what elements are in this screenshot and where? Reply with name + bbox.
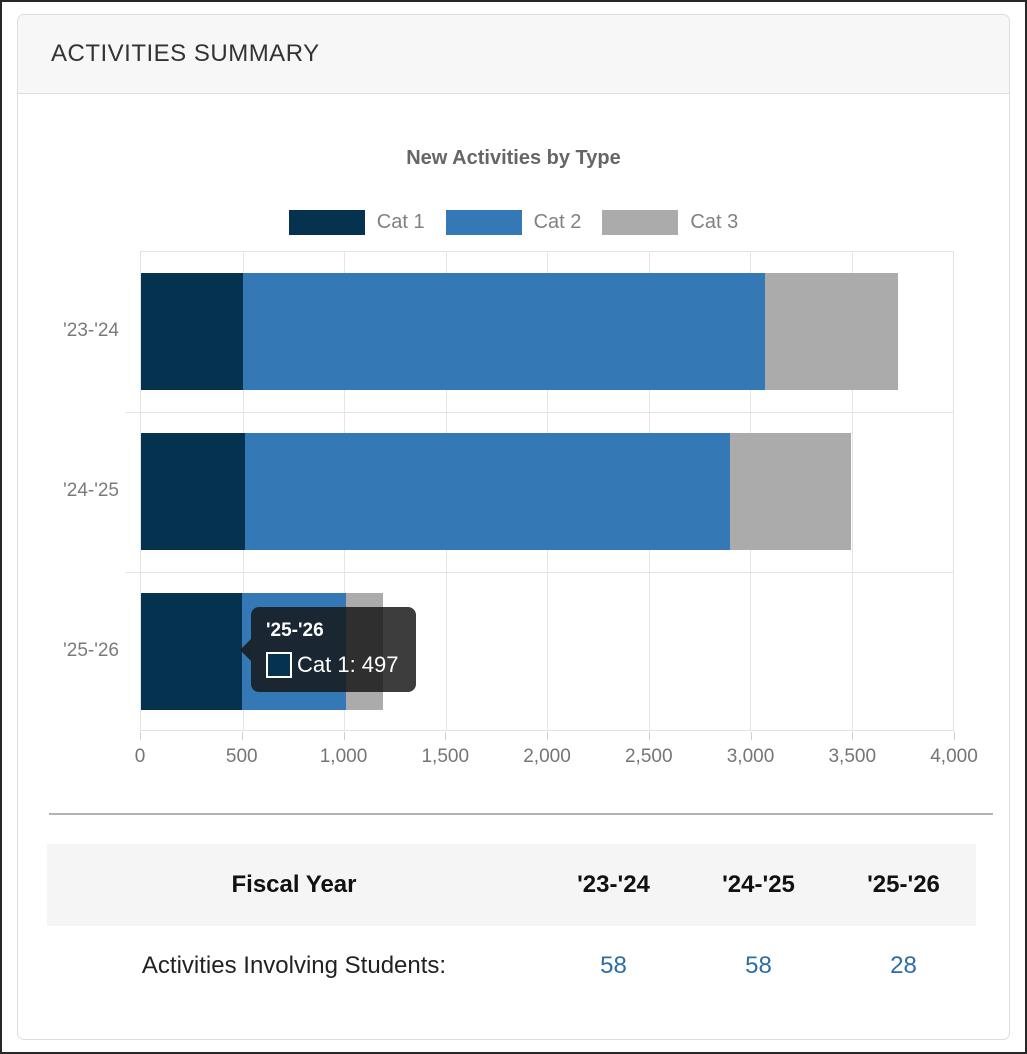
legend-swatch [602,209,679,235]
bar-segment-cat-1[interactable] [141,273,243,390]
bar-segment-cat-3[interactable] [729,433,852,550]
panel-title: ACTIVITIES SUMMARY [51,40,320,67]
tooltip-value-text: Cat 1: 497 [297,652,399,677]
x-axis-tick [648,732,650,740]
chart: New Activities by Type Cat 1 Cat 2 Cat 3 0… [18,94,1009,825]
x-axis-tick [445,732,447,740]
bar-segment-cat-2[interactable] [242,273,766,390]
tooltip-row: Cat 1: 497 [266,652,399,678]
y-axis-label: '23-'24 [63,320,119,341]
legend-item-cat-2[interactable]: Cat 2 [445,209,582,235]
gridline [851,252,853,730]
x-axis-tick [750,732,752,740]
x-axis-tick [241,732,243,740]
x-axis-tick-label: 2,500 [624,746,673,767]
legend-label: Cat 1 [376,210,425,233]
table-header-year-2: '24-'25 [686,844,831,926]
table-header-fiscal-year: Fiscal Year [47,844,541,926]
legend-swatch [288,209,365,235]
x-axis-tick [140,732,141,740]
x-axis-tick-label: 1,000 [319,746,368,767]
x-axis-tick-label: 0 [134,746,146,767]
x-axis-tick-label: 1,500 [421,746,470,767]
y-axis-label: '24-'25 [63,480,119,501]
section-divider [49,813,993,815]
x-axis-tick [547,732,548,740]
x-axis-ticks [140,732,955,740]
bar-segment-cat-2[interactable] [244,433,730,550]
summary-table: Fiscal Year '23-'24 '24-'25 '25-'26 Acti… [47,844,976,1006]
panel-header: ACTIVITIES SUMMARY [18,15,1009,94]
bar-segment-cat-1[interactable] [141,433,245,550]
bar-segment-cat-3[interactable] [765,273,899,390]
x-axis-tick-label: 2,000 [523,746,571,767]
chart-legend: Cat 1 Cat 2 Cat 3 [18,209,1009,235]
x-axis-tick-label: 4,000 [930,746,978,767]
x-axis-tick-label: 3,500 [828,746,877,767]
value-link-year-1[interactable]: 58 [600,952,627,979]
tooltip: '25-'26 Cat 1: 497 [251,607,416,692]
bar-segment-cat-1[interactable] [141,593,242,710]
x-axis: 0 500 1,000 1,500 2,000 2,500 3,000 3,500 4,000 [135,744,978,770]
x-axis-tick [852,732,854,740]
tooltip-series-swatch [266,652,292,678]
table-header-year-1: '23-'24 [541,844,686,926]
stacked-bar-24-25 [141,433,953,550]
table-header-year-3: '25-'26 [831,844,976,926]
activities-summary-panel: ACTIVITIES SUMMARY New Activities by Typ… [17,14,1010,1040]
x-axis-tick-label: 3,000 [726,746,775,767]
legend-label: Cat 3 [690,210,739,233]
category-separator [126,572,953,573]
x-axis-tick-label: 500 [225,746,258,767]
stacked-bar-23-24 [141,273,953,390]
category-separator [126,412,953,413]
row-label-activities-involving-students: Activities Involving Students: [141,952,447,979]
legend-label: Cat 2 [533,210,582,233]
legend-item-cat-3[interactable]: Cat 3 [602,209,739,235]
y-axis-label: '25-'26 [63,640,119,661]
value-link-year-2[interactable]: 58 [745,952,772,979]
chart-title: New Activities by Type [406,147,621,169]
x-axis-tick [954,732,955,740]
value-link-year-3[interactable]: 28 [890,952,917,979]
tooltip-title: '25-'26 [266,620,324,641]
legend-swatch [445,209,522,235]
legend-item-cat-1[interactable]: Cat 1 [288,209,425,235]
x-axis-tick [343,732,345,740]
